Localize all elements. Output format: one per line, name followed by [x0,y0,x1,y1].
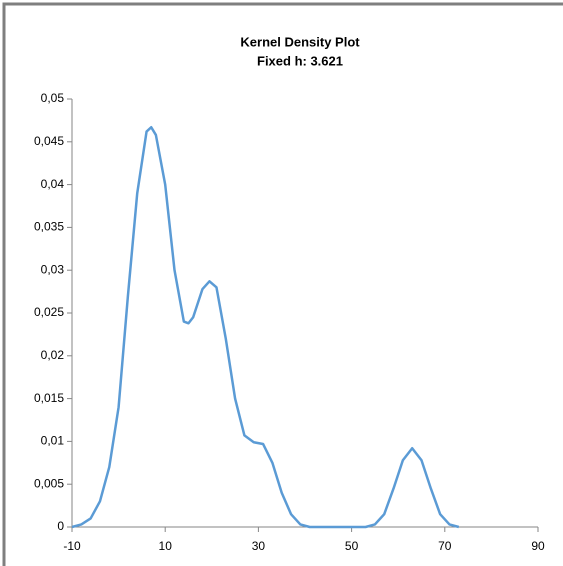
density-line [71,126,460,529]
y-tick-label: 0,045 [34,134,64,148]
y-tick-label: 0,005 [34,476,64,490]
y-tick-label: 0,05 [41,91,65,105]
x-tick-label: 50 [345,539,359,553]
x-tick-label: 70 [438,539,452,553]
x-tick-label: -10 [63,539,81,553]
y-tick-label: 0,01 [41,434,65,448]
x-tick-label: 10 [159,539,173,553]
chart-title: Kernel Density Plot [240,34,360,49]
y-tick-label: 0,03 [41,262,65,276]
y-tick-label: 0,025 [34,305,64,319]
y-tick-label: 0,02 [41,348,65,362]
y-tick-label: 0,04 [41,177,65,191]
x-tick-label: 30 [252,539,266,553]
y-tick-label: 0,015 [34,391,64,405]
y-tick-label: 0 [57,519,64,533]
x-tick-label: 90 [531,539,545,553]
y-tick-label: 0,035 [34,220,64,234]
chart-subtitle: Fixed h: 3.621 [257,53,343,68]
